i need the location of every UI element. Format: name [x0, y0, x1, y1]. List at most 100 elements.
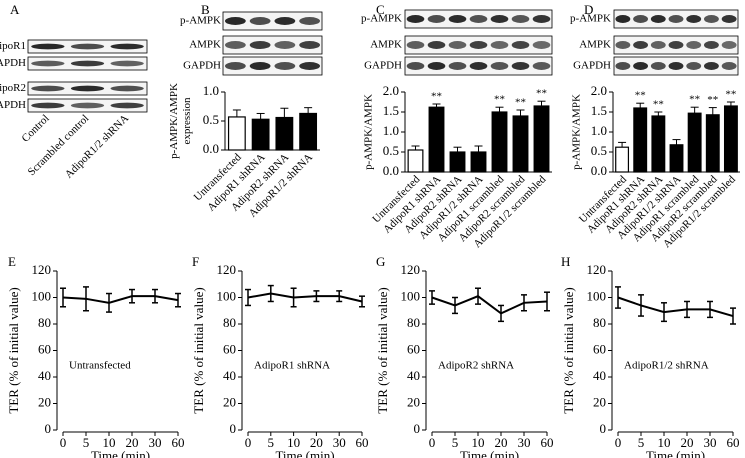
blot-band [703, 15, 719, 23]
blot-band [448, 62, 467, 70]
annotation: AdipoR2 shRNA [438, 360, 514, 372]
bar [615, 146, 630, 173]
blot-band [427, 15, 446, 23]
x-tick-label: 5 [268, 435, 275, 450]
blot-band [686, 15, 702, 23]
x-tick-label: 5 [452, 435, 459, 450]
blot-label: p-AMPK [361, 13, 402, 25]
y-tick-label: 0 [45, 421, 52, 436]
x-tick-label: 0 [615, 435, 622, 450]
y-axis-label: TER (% of initial value) [375, 287, 390, 413]
blot-band [490, 15, 509, 23]
y-axis-label: TER (% of initial value) [191, 287, 206, 413]
blot-band [427, 62, 446, 70]
blot-band [110, 85, 144, 92]
blot-label: AMPK [579, 39, 611, 51]
x-tick-label: 20 [126, 435, 139, 450]
bar [651, 115, 666, 173]
blot-band [668, 15, 684, 23]
y-tick-label: 1.0 [203, 83, 219, 98]
blot-band [274, 17, 296, 25]
y-tick-label: 60 [223, 341, 236, 356]
blot-band [224, 17, 246, 25]
y-tick-label: 1.5 [591, 103, 607, 118]
blot-band [650, 62, 666, 70]
y-tick-label: 100 [217, 288, 237, 303]
blot-frame [222, 11, 323, 31]
bar [275, 116, 294, 151]
blot-label: p-AMPK [570, 13, 611, 25]
y-tick-label: 20 [407, 394, 420, 409]
annotation: Untransfected [69, 360, 131, 372]
x-tick-label: 0 [245, 435, 252, 450]
panel-letter: E [8, 254, 16, 269]
blot-band [721, 15, 737, 23]
y-tick-label: 80 [38, 315, 51, 330]
blot-band [686, 62, 702, 70]
blot-band [299, 41, 321, 49]
blot-band [299, 17, 321, 25]
blot-band [490, 41, 509, 49]
blot-band [70, 85, 105, 92]
y-axis-label: p-AMPK/AMPK [363, 94, 375, 170]
significance: ** [635, 90, 646, 102]
blot-band [31, 85, 65, 92]
blot-label: AdipoR1 [0, 40, 26, 52]
blot-band [650, 41, 666, 49]
y-tick-label: 1.0 [383, 123, 399, 138]
line [431, 295, 548, 315]
y-tick-label: 0 [230, 421, 237, 436]
annotation: AdipoR1 shRNA [254, 360, 330, 372]
x-tick-label: 30 [149, 435, 162, 450]
x-tick-label: 5 [83, 435, 90, 450]
x-axis-label: Time (min) [275, 448, 334, 458]
blot-label: GAPDH [573, 60, 611, 72]
bar [491, 111, 508, 173]
blot-label: AMPK [189, 39, 221, 51]
x-axis-label: Time (min) [91, 448, 150, 458]
y-tick-label: 60 [407, 341, 420, 356]
blot-band [721, 62, 737, 70]
blot-band [469, 41, 488, 49]
bar [299, 112, 318, 151]
x-axis-label: Time (min) [460, 448, 519, 458]
blot-band [406, 41, 425, 49]
significance: ** [689, 94, 700, 106]
x-tick-label: 5 [638, 435, 645, 450]
y-tick-label: 80 [223, 315, 236, 330]
y-axis-label: TER (% of initial value) [561, 287, 576, 413]
x-tick-label: 30 [704, 435, 717, 450]
x-tick-label: 20 [495, 435, 508, 450]
y-tick-label: 0.5 [591, 143, 607, 158]
blot-band [249, 62, 271, 70]
blot-band [633, 15, 649, 23]
panel-letter: A [10, 2, 20, 17]
significance: ** [494, 94, 505, 106]
bar [687, 112, 702, 173]
y-tick-label: 120 [587, 262, 607, 277]
blot-label: AMPK [370, 39, 402, 51]
panel-letter: H [561, 254, 570, 269]
bar [633, 107, 648, 173]
blot-band [703, 41, 719, 49]
x-axis-label: Time (min) [646, 448, 705, 458]
blot-band [721, 41, 737, 49]
blot-band [110, 60, 144, 67]
blot-band [448, 15, 467, 23]
blot-band [110, 102, 144, 109]
bar [723, 105, 738, 173]
blot-band [274, 62, 296, 70]
x-tick-label: 10 [287, 435, 300, 450]
blot-frame [222, 35, 323, 55]
y-tick-label: 2.0 [383, 83, 399, 98]
y-axis-label: TER (% of initial value) [6, 287, 21, 413]
y-tick-label: 100 [587, 288, 607, 303]
x-tick-label: 30 [333, 435, 346, 450]
significance: ** [515, 97, 526, 109]
blot-band [633, 62, 649, 70]
blot-band [110, 43, 144, 50]
y-tick-label: 0.5 [203, 112, 219, 127]
blot-label: AdipoR2 [0, 82, 26, 94]
panel-letter: F [192, 254, 199, 269]
blot-band [511, 62, 530, 70]
